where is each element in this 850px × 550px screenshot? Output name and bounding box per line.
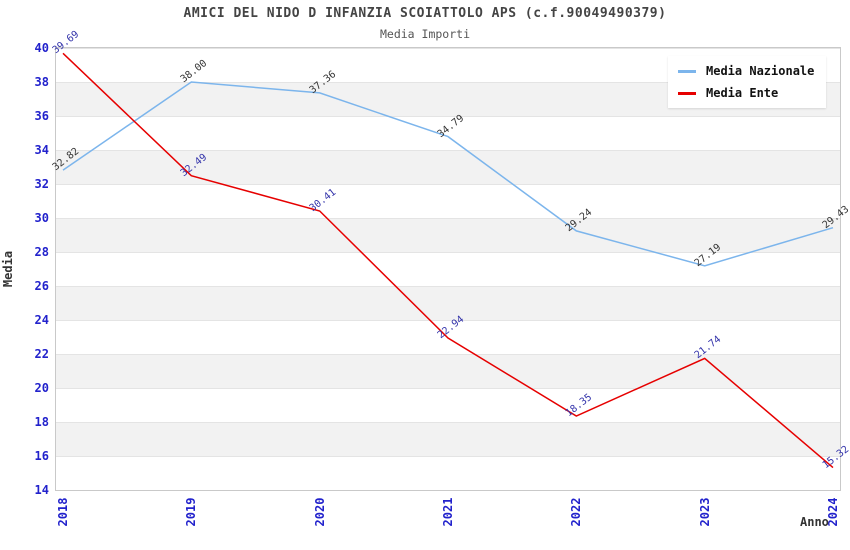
y-tick-label: 30 (34, 211, 49, 225)
x-tick-label: 2022 (569, 497, 584, 527)
plot-area: 32.82 38.00 37.36 34.79 29.24 27.19 29.43 39.69… (51, 29, 850, 491)
x-axis-title: Anno (800, 515, 829, 529)
legend-item-media-ente: Media Ente (678, 86, 814, 100)
series-line (62, 52, 834, 469)
y-axis-title: Media (1, 250, 15, 288)
y-tick-label: 40 (34, 41, 49, 55)
y-tick-label: 36 (34, 109, 49, 123)
legend-swatch-line-icon (678, 69, 696, 73)
y-tick-label: 22 (34, 347, 49, 361)
y-tick-label: 34 (34, 143, 49, 157)
series-line (62, 81, 834, 267)
plot-grid: 32.82 38.00 37.36 34.79 29.24 27.19 29.43 39.69… (51, 29, 850, 490)
x-tick-label: 2021 (441, 497, 455, 527)
y-tick-label: 32 (34, 177, 49, 191)
chart-title: AMICI DEL NIDO D INFANZIA SCOIATTOLO APS… (183, 6, 667, 21)
y-tick-label: 16 (34, 449, 49, 463)
x-tick-label: 2019 (184, 497, 199, 527)
chart-subtitle: Media Importi (379, 27, 470, 41)
legend-label: Media Ente (706, 86, 779, 100)
y-tick-label: 28 (34, 245, 49, 259)
legend-label: Media Nazionale (706, 64, 815, 78)
y-tick-label: 24 (34, 313, 49, 327)
x-tick-label: 2023 (697, 497, 712, 527)
x-tick-label: 2020 (312, 497, 327, 527)
y-tick-label: 20 (34, 381, 49, 395)
y-tick-label: 26 (34, 279, 49, 293)
legend-item-media-nazionale: Media Nazionale (678, 64, 814, 78)
y-tick-label: 18 (34, 415, 49, 429)
y-tick-label: 14 (34, 483, 49, 497)
x-tick-label: 2018 (56, 497, 70, 527)
y-tick-label: 38 (34, 75, 49, 89)
legend-swatch-line-icon (678, 91, 696, 95)
line-series-svg (62, 52, 834, 469)
legend: Media Nazionale Media Ente (668, 56, 827, 108)
